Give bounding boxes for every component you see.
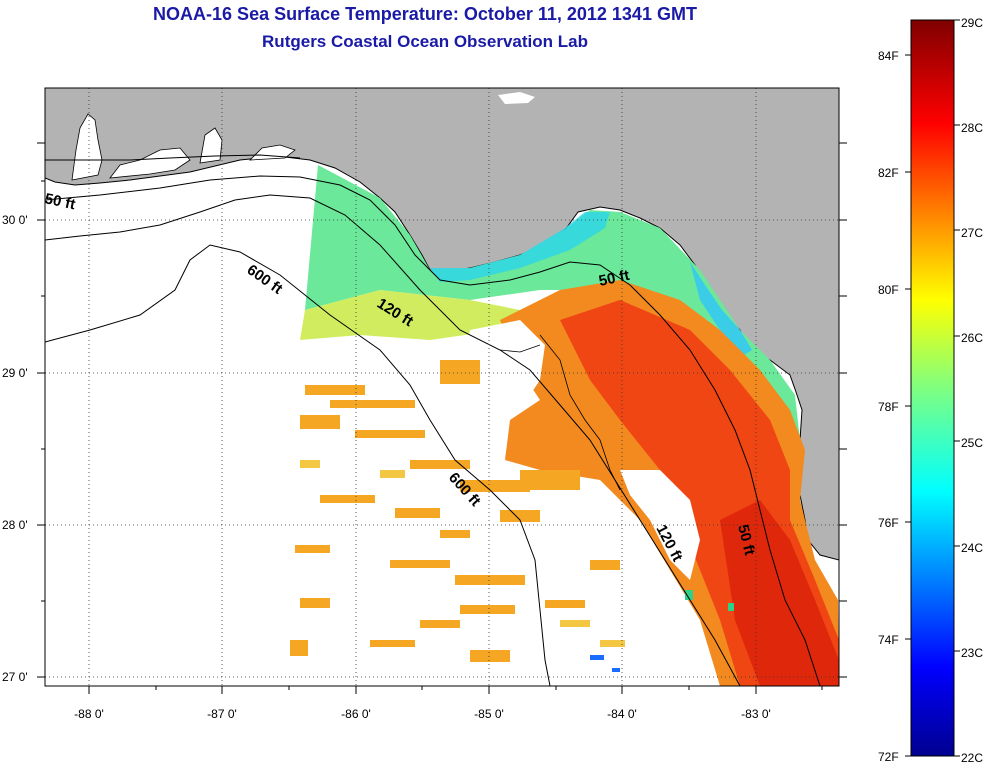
lon-tick-label: -86 0': [341, 707, 371, 721]
colorbar-f-label: 72F: [878, 750, 899, 764]
bay: [71, 113, 103, 181]
bay: [109, 147, 191, 179]
colorbar-c-label: 22C: [961, 751, 983, 765]
lon-tick-label: -87 0': [207, 707, 237, 721]
colorbar-c-label: 27C: [961, 226, 983, 240]
lon-tick-label: -84 0': [607, 707, 637, 721]
colorbar-f-label: 76F: [878, 516, 899, 530]
bay: [199, 127, 223, 164]
colorbar-c-label: 29C: [961, 16, 983, 30]
lat-tick-label: 27 0': [2, 670, 28, 684]
isobath-label: 50 ft: [597, 267, 631, 290]
colorbar-c-label: 26C: [961, 331, 983, 345]
colorbar-f-label: 84F: [878, 49, 899, 63]
map-title: NOAA-16 Sea Surface Temperature: October…: [153, 4, 697, 24]
colorbar-c-label: 25C: [961, 436, 983, 450]
lon-tick-label: -85 0': [474, 707, 504, 721]
lat-tick-label: 29 0': [2, 366, 28, 380]
colorbar-c-label: 28C: [961, 121, 983, 135]
map-subtitle: Rutgers Coastal Ocean Observation Lab: [262, 32, 588, 51]
colorbar-f-label: 82F: [878, 166, 899, 180]
colorbar: [910, 19, 955, 757]
lon-tick-label: -83 0': [741, 707, 771, 721]
colorbar-c-label: 23C: [961, 646, 983, 660]
lon-tick-label: -88 0': [74, 707, 104, 721]
lat-tick-label: 30 0': [2, 213, 28, 227]
gridlines: [45, 88, 839, 686]
bay: [248, 144, 296, 161]
lat-tick-label: 28 0': [2, 518, 28, 532]
isobath-label: 50 ft: [734, 523, 758, 557]
sst-imagery: [290, 165, 839, 686]
isobaths: [45, 154, 821, 686]
lake: [498, 92, 535, 104]
colorbar-f-label: 74F: [878, 633, 899, 647]
colorbar-f-label: 80F: [878, 283, 899, 297]
isobath-label: 50 ft: [43, 190, 77, 213]
colorbar-f-label: 78F: [878, 400, 899, 414]
colorbar-c-label: 24C: [961, 541, 983, 555]
